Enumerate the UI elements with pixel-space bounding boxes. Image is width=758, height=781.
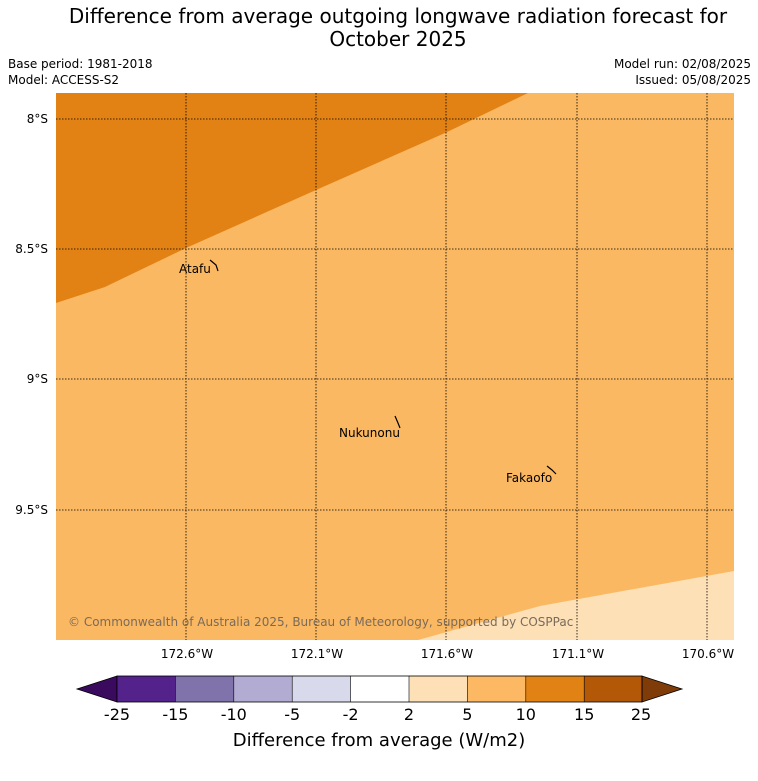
lon-label: 171.6°W [421,647,473,661]
latitude-labels: 8°S 8.5°S 9°S 9.5°S [15,112,48,517]
colorbar-outline [116,675,643,703]
colorbar-label: Difference from average (W/m2) [232,730,526,751]
chart-title: Difference from average outgoing longwav… [0,5,758,51]
colorbar-tick: 10 [516,705,536,724]
coastlines [209,259,557,475]
colorbar-segment [233,676,293,702]
base-period: Base period: 1981-2018 [8,57,153,71]
model-run: Model run: 02/08/2025 [613,57,751,71]
colorbar-segment [409,676,468,702]
lon-label: 171.1°W [552,647,604,661]
lat-label: 8°S [27,112,48,126]
colorbar-tick: -25 [104,705,130,724]
colorbar-segment [350,676,409,702]
lon-label: 172.6°W [161,647,213,661]
colorbar-segment [175,676,234,702]
map-area: Atafu Nukunonu Fakaofo © Commonwealth of… [56,93,734,640]
colorbar-dividers [175,676,585,702]
title-line-2: October 2025 [329,27,467,51]
colorbar-tick: -10 [221,705,247,724]
colorbar-segment [525,676,585,702]
colorbar-tick: 15 [574,705,594,724]
colorbar-segment [467,676,526,702]
title-line-1: Difference from average outgoing longwav… [68,4,728,28]
place-label-atafu: Atafu [179,262,211,276]
colorbar-segment [117,676,176,702]
anomaly-band-2-5 [418,571,734,640]
colorbar-segment [584,676,642,702]
colorbar-tick: 5 [462,705,472,724]
nukunonu-coastline [394,415,401,429]
lat-label: 9.5°S [15,503,48,517]
model-name: Model: ACCESS-S2 [8,73,120,87]
colorbar-tick: 2 [404,705,414,724]
colorbar-min-extension [75,675,118,703]
meta-left: Base period: 1981-2018 Model: ACCESS-S2 [8,56,153,88]
atafu-coastline [209,259,219,272]
colorbar: -25 -15 -10 -5 -2 2 5 10 15 25 [75,675,684,724]
colorbar-segment [292,676,351,702]
meta-right: Model run: 02/08/2025 Issued: 05/08/2025 [614,56,751,88]
anomaly-band-10-15 [56,93,528,303]
colorbar-tick: -5 [284,705,300,724]
fakaofo-coastline [546,465,557,475]
colorbar-tick: -2 [343,705,359,724]
colorbar-tick: 25 [631,705,651,724]
gridlines [56,93,734,640]
longitude-labels: 172.6°W 172.1°W 171.6°W 171.1°W 170.6°W [161,647,734,661]
issued-date: Issued: 05/08/2025 [635,73,751,87]
colorbar-tick: -15 [162,705,188,724]
lon-label: 172.1°W [291,647,343,661]
place-label-fakaofo: Fakaofo [506,471,552,485]
colorbar-ticks: -25 -15 -10 -5 -2 2 5 10 15 25 [104,705,651,724]
place-label-nukunonu: Nukunonu [339,426,400,440]
lon-label: 170.6°W [682,647,734,661]
lat-label: 9°S [27,372,48,386]
colorbar-max-extension [641,675,684,703]
lat-label: 8.5°S [15,242,48,256]
copyright-notice: © Commonwealth of Australia 2025, Bureau… [68,615,573,629]
